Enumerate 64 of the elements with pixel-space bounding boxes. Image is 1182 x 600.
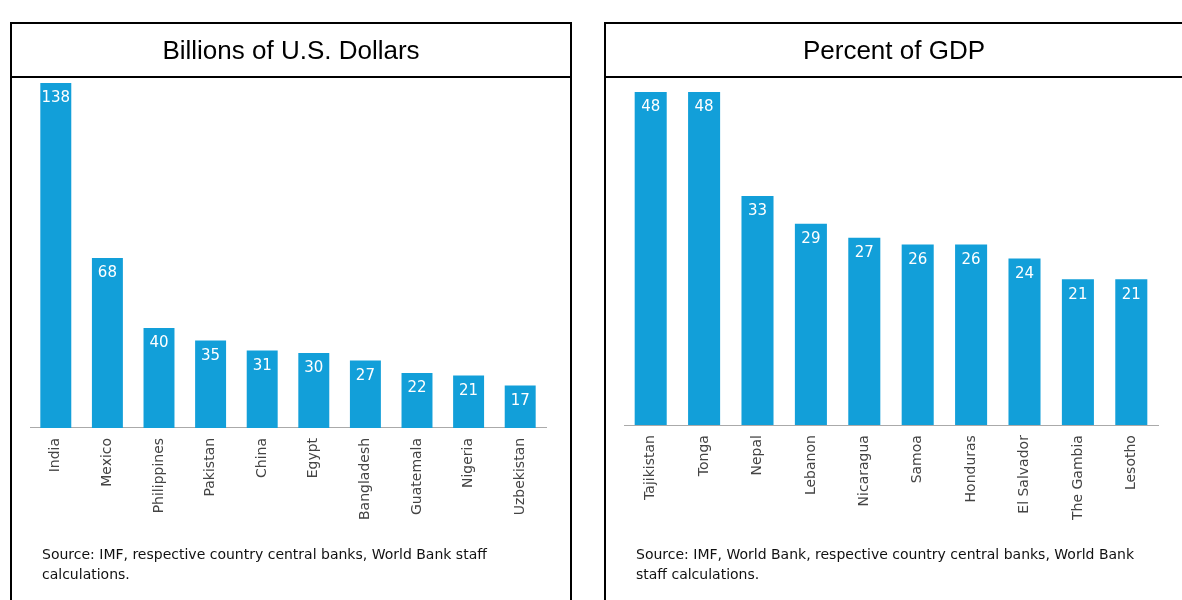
x-tick-label: India — [46, 437, 63, 473]
x-tick-label: Nigeria — [459, 437, 476, 489]
bar — [298, 352, 330, 428]
x-tick-label: The Gambia — [1068, 435, 1085, 522]
data-label: 33 — [747, 201, 768, 220]
x-tick-label: El Salvador — [1015, 434, 1032, 514]
data-label: 21 — [1068, 284, 1088, 303]
bar — [349, 360, 381, 428]
x-tick-label: Pakistan — [201, 437, 218, 497]
bar — [143, 327, 175, 428]
bar — [794, 223, 827, 426]
data-label: 29 — [801, 229, 821, 248]
data-label: 138 — [41, 88, 71, 107]
bar — [901, 244, 934, 426]
chart-title: Billions of U.S. Dollars — [12, 22, 570, 78]
data-label: 24 — [1014, 263, 1035, 282]
bar — [688, 91, 721, 426]
x-tick-label: Lebanon — [801, 435, 818, 496]
data-label: 26 — [961, 249, 981, 268]
bar — [1115, 279, 1148, 426]
data-label: 30 — [304, 358, 324, 377]
x-tick-label: Honduras — [961, 435, 978, 503]
x-tick-label: Tonga — [694, 435, 711, 478]
x-tick-label: Bangladesh — [356, 437, 373, 521]
data-label: 21 — [459, 380, 479, 399]
data-label: 68 — [97, 263, 117, 282]
x-tick-label: Nicaragua — [854, 435, 871, 507]
x-tick-label: Samoa — [908, 435, 925, 484]
bar — [634, 91, 667, 426]
bar — [504, 385, 536, 428]
data-label: 31 — [252, 355, 272, 374]
data-label: 27 — [355, 365, 375, 384]
bar — [453, 375, 485, 428]
bar — [246, 350, 278, 428]
data-label: 21 — [1121, 284, 1141, 303]
data-label: 27 — [854, 243, 874, 262]
data-label: 35 — [201, 345, 221, 364]
bar — [741, 196, 774, 426]
data-label: 40 — [149, 333, 169, 352]
source-note: Source: IMF, respective country central banks, World Bank staff calculations. — [42, 545, 489, 584]
x-tick-label: Lesotho — [1121, 435, 1138, 491]
x-tick-label: Uzbekistan — [510, 437, 527, 516]
bar — [1008, 258, 1041, 426]
source-note: Source: IMF, World Bank, respective country central banks, World Bank staff calculations. — [636, 545, 1136, 584]
x-tick-label: Mexico — [98, 437, 115, 487]
chart-title: Percent of GDP — [606, 22, 1182, 78]
bar — [40, 83, 72, 428]
bar — [195, 340, 227, 428]
bar — [848, 237, 881, 426]
data-label: 48 — [694, 97, 714, 116]
data-label: 48 — [641, 97, 661, 116]
bar — [955, 244, 988, 426]
x-tick-label: Tajikistan — [641, 435, 658, 501]
x-tick-label: Guatemala — [407, 437, 424, 516]
data-label: 17 — [510, 390, 530, 409]
x-tick-label: Philippines — [149, 437, 166, 514]
data-label: 26 — [908, 249, 928, 268]
x-tick-label: Egypt — [304, 437, 321, 479]
x-tick-label: China — [252, 437, 269, 478]
bar — [91, 257, 123, 428]
x-tick-label: Nepal — [748, 435, 765, 476]
data-label: 22 — [407, 378, 427, 397]
bar — [1061, 279, 1094, 426]
bar — [401, 372, 433, 428]
